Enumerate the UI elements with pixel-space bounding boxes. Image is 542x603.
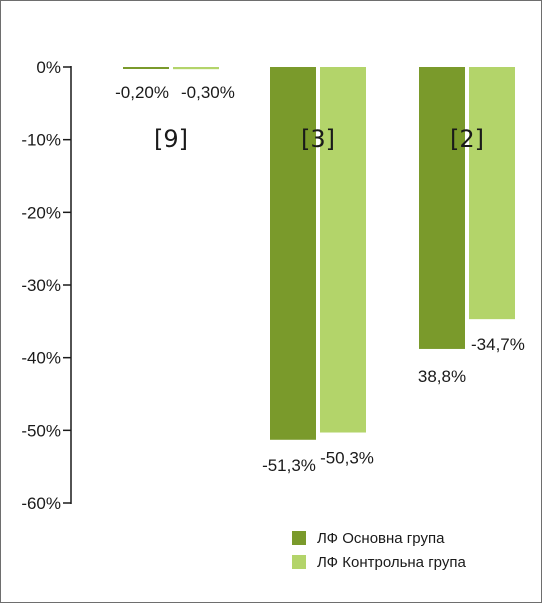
y-tick-label: 0% xyxy=(36,58,61,77)
legend: ЛФ Основна група ЛФ Контрольна група xyxy=(292,530,466,571)
bar-series-2-3 xyxy=(469,67,515,320)
data-label-series-1-2: -51,3% xyxy=(262,456,316,475)
y-tick-label: -50% xyxy=(21,421,61,440)
data-label-series-2-3: -34,7% xyxy=(471,335,525,354)
bar-series-1-3 xyxy=(419,67,465,349)
y-axis: 0% -10% -20% -30% -40% -50% -60% xyxy=(21,58,72,513)
y-tick-label: -20% xyxy=(21,203,61,222)
category-label: [3] xyxy=(301,125,335,153)
data-label-series-1-3: 38,8% xyxy=(418,367,466,386)
y-tick-label: -60% xyxy=(21,494,61,513)
data-labels: -0,20% -51,3% 38,8% -0,30% -50,3% -34,7% [9] [3… xyxy=(115,83,525,475)
bar-series-2-2 xyxy=(320,67,366,433)
y-tick-label: -30% xyxy=(21,276,61,295)
data-label-series-2-2: -50,3% xyxy=(320,449,374,468)
bars xyxy=(123,67,515,440)
data-label-series-1-1: -0,20% xyxy=(115,83,169,102)
y-tick-label: -10% xyxy=(21,131,61,150)
y-tick-label: -40% xyxy=(21,349,61,368)
bar-series-2-1 xyxy=(173,67,219,70)
legend-swatch-1 xyxy=(292,531,306,545)
legend-swatch-2 xyxy=(292,555,306,569)
category-label: [9] xyxy=(154,125,188,153)
bar-series-1-2 xyxy=(270,67,316,440)
legend-label-1: ЛФ Основна група xyxy=(317,530,445,547)
legend-label-2: ЛФ Контрольна група xyxy=(317,554,466,571)
data-label-series-2-1: -0,30% xyxy=(181,83,235,102)
bar-series-1-1 xyxy=(123,67,169,69)
category-label: [2] xyxy=(450,125,484,153)
